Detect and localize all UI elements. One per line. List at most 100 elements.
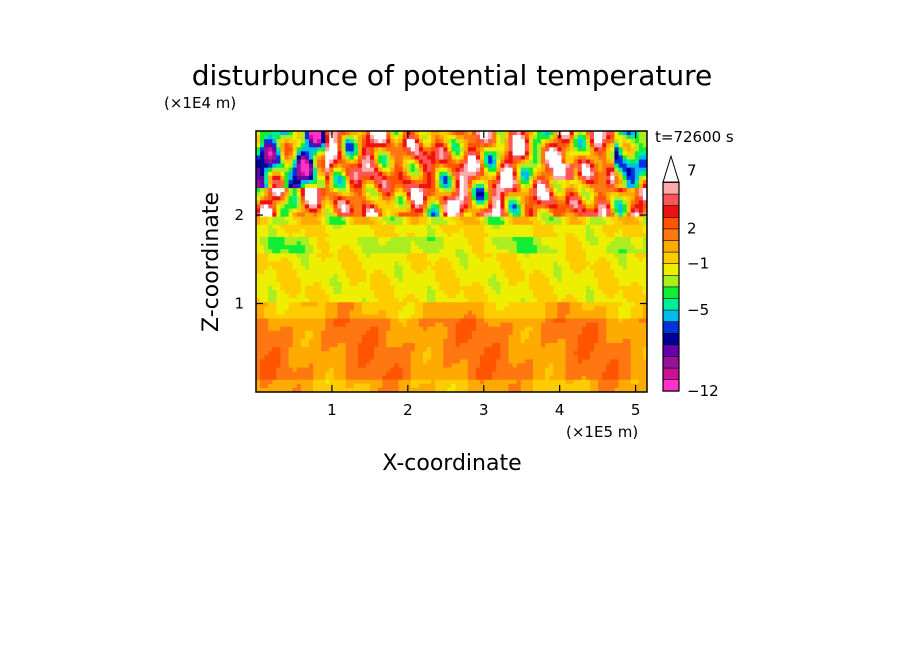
contour-cell (353, 277, 359, 283)
contour-cell (276, 326, 282, 332)
contour-cell (532, 326, 538, 332)
contour-cell (577, 131, 583, 136)
contour-cell (398, 273, 404, 279)
contour-cell (308, 302, 314, 307)
contour-cell (594, 139, 599, 144)
contour-cell (606, 192, 611, 197)
contour-cell (471, 285, 477, 291)
contour-cell (541, 179, 546, 185)
contour-cell (329, 143, 334, 148)
contour-cell (602, 245, 607, 250)
contour-cell (622, 171, 628, 177)
contour-cell (606, 167, 611, 173)
contour-cell (618, 237, 624, 242)
contour-cell (642, 135, 647, 140)
contour-cell (471, 179, 477, 185)
contour-cell (390, 330, 396, 336)
contour-cell (374, 306, 379, 312)
contour-cell (325, 228, 330, 234)
contour-cell (447, 253, 453, 259)
contour-cell (398, 330, 404, 336)
contour-cell (541, 167, 546, 173)
contour-cell (370, 281, 375, 287)
contour-cell (484, 147, 489, 152)
contour-cell (642, 241, 647, 246)
contour-cell (333, 155, 339, 161)
contour-cell (475, 143, 481, 148)
contour-cell (463, 159, 469, 165)
contour-cell (504, 241, 510, 246)
contour-cell (382, 277, 387, 283)
contour-cell (435, 257, 440, 263)
contour-cell (410, 322, 416, 328)
contour-cell (272, 310, 277, 316)
contour-cell (492, 188, 497, 193)
contour-cell (435, 204, 440, 210)
contour-cell (357, 285, 363, 291)
contour-cell (528, 135, 534, 140)
contour-cell (528, 277, 534, 283)
contour-cell (516, 245, 522, 250)
contour-cell (500, 155, 506, 161)
contour-cell (333, 261, 339, 267)
contour-cell (288, 277, 294, 283)
contour-cell (455, 159, 461, 165)
contour-cell (272, 155, 277, 161)
contour-cell (606, 175, 611, 181)
contour-cell (598, 196, 603, 201)
contour-cell (532, 281, 538, 287)
contour-cell (569, 147, 575, 152)
contour-cell (313, 326, 318, 332)
contour-cell (516, 224, 522, 230)
contour-cell (284, 322, 290, 328)
contour-cell (480, 253, 485, 259)
contour-cell (427, 208, 432, 214)
contour-cell (435, 334, 440, 340)
contour-cell (618, 322, 624, 328)
contour-cell (459, 131, 465, 136)
contour-cell (561, 257, 567, 263)
contour-cell (598, 302, 603, 307)
contour-cell (618, 212, 624, 218)
contour-cell (581, 220, 587, 226)
contour-cell (594, 131, 599, 136)
contour-cell (374, 314, 379, 320)
contour-cell (557, 318, 563, 324)
contour-cell (374, 155, 379, 161)
contour-cell (402, 196, 408, 201)
contour-cell (398, 281, 404, 287)
contour-cell (496, 220, 501, 226)
contour-cell (484, 257, 489, 263)
contour-cell (296, 290, 302, 295)
contour-cell (296, 318, 302, 324)
contour-cell (630, 257, 636, 263)
contour-cell (264, 281, 269, 287)
contour-cell (589, 179, 595, 185)
contour-cell (321, 249, 326, 254)
contour-cell (394, 326, 400, 332)
contour-cell (317, 192, 322, 197)
contour-cell (422, 184, 428, 189)
contour-cell (435, 281, 440, 287)
contour-cell (361, 131, 367, 136)
contour-cell (284, 269, 290, 275)
contour-cell (573, 273, 579, 279)
contour-cell (638, 294, 644, 299)
contour-cell (508, 143, 514, 148)
contour-cell (541, 208, 546, 214)
contour-cell (508, 196, 514, 201)
contour-cell (634, 228, 640, 234)
contour-cell (512, 285, 518, 291)
contour-cell (329, 318, 334, 324)
contour-cell (280, 281, 286, 287)
contour-cell (569, 249, 575, 254)
contour-cell (467, 298, 473, 303)
contour-cell (524, 175, 530, 181)
contour-cell (622, 294, 628, 299)
contour-cell (561, 277, 567, 283)
contour-cell (304, 139, 310, 144)
contour-cell (545, 298, 550, 303)
contour-cell (304, 318, 310, 324)
contour-cell (325, 232, 330, 238)
contour-cell (622, 261, 628, 267)
